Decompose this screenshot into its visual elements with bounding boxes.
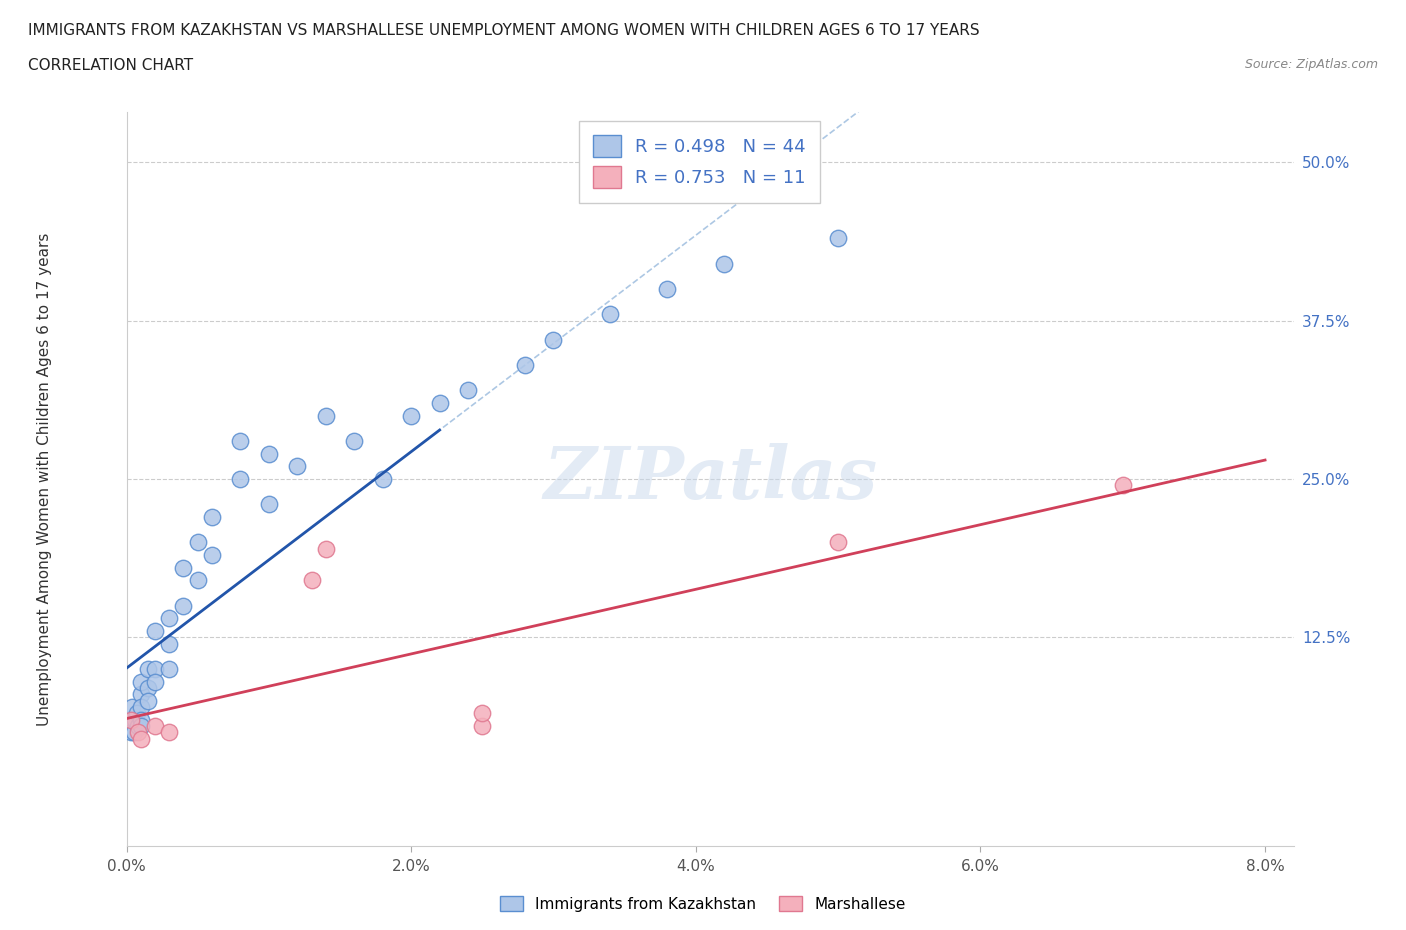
- Point: [129, 687, 152, 702]
- Point: [127, 719, 149, 734]
- Point: [471, 706, 494, 721]
- Point: [471, 719, 494, 734]
- Text: IMMIGRANTS FROM KAZAKHSTAN VS MARSHALLESE UNEMPLOYMENT AMONG WOMEN WITH CHILDREN: IMMIGRANTS FROM KAZAKHSTAN VS MARSHALLES…: [28, 23, 980, 38]
- Point: [827, 231, 849, 246]
- Point: [129, 712, 152, 727]
- Point: [125, 706, 148, 721]
- Point: [827, 535, 849, 550]
- Point: [187, 535, 209, 550]
- Point: [599, 307, 621, 322]
- Point: [124, 712, 146, 727]
- Point: [172, 560, 194, 575]
- Point: [257, 497, 280, 512]
- Point: [229, 433, 252, 448]
- Point: [657, 282, 679, 297]
- Point: [127, 724, 149, 739]
- Point: [136, 681, 159, 696]
- Point: [229, 472, 252, 486]
- Point: [157, 661, 180, 676]
- Point: [136, 693, 159, 708]
- Point: [157, 636, 180, 651]
- Point: [257, 446, 280, 461]
- Point: [301, 573, 323, 588]
- Point: [118, 712, 141, 727]
- Point: [315, 541, 337, 556]
- Point: [143, 674, 166, 689]
- Point: [513, 357, 536, 372]
- Point: [143, 623, 166, 638]
- Point: [121, 699, 143, 714]
- Point: [343, 433, 366, 448]
- Text: Unemployment Among Women with Children Ages 6 to 17 years: Unemployment Among Women with Children A…: [38, 232, 52, 725]
- Legend: R = 0.498   N = 44, R = 0.753   N = 11: R = 0.498 N = 44, R = 0.753 N = 11: [579, 121, 820, 203]
- Point: [122, 724, 145, 739]
- Point: [172, 598, 194, 613]
- Point: [129, 731, 152, 746]
- Point: [157, 611, 180, 626]
- Point: [285, 458, 308, 473]
- Point: [201, 548, 224, 563]
- Point: [399, 408, 422, 423]
- Point: [457, 383, 479, 398]
- Point: [129, 719, 152, 734]
- Point: [129, 674, 152, 689]
- Point: [136, 661, 159, 676]
- Point: [429, 395, 451, 410]
- Text: Source: ZipAtlas.com: Source: ZipAtlas.com: [1244, 58, 1378, 71]
- Point: [129, 699, 152, 714]
- Point: [713, 256, 735, 271]
- Point: [120, 724, 142, 739]
- Point: [371, 472, 394, 486]
- Point: [143, 661, 166, 676]
- Point: [157, 724, 180, 739]
- Point: [120, 712, 142, 727]
- Point: [1112, 478, 1135, 493]
- Point: [543, 332, 565, 347]
- Point: [201, 510, 224, 525]
- Legend: Immigrants from Kazakhstan, Marshallese: Immigrants from Kazakhstan, Marshallese: [494, 889, 912, 918]
- Point: [187, 573, 209, 588]
- Text: ZIPatlas: ZIPatlas: [543, 444, 877, 514]
- Point: [143, 719, 166, 734]
- Text: CORRELATION CHART: CORRELATION CHART: [28, 58, 193, 73]
- Point: [315, 408, 337, 423]
